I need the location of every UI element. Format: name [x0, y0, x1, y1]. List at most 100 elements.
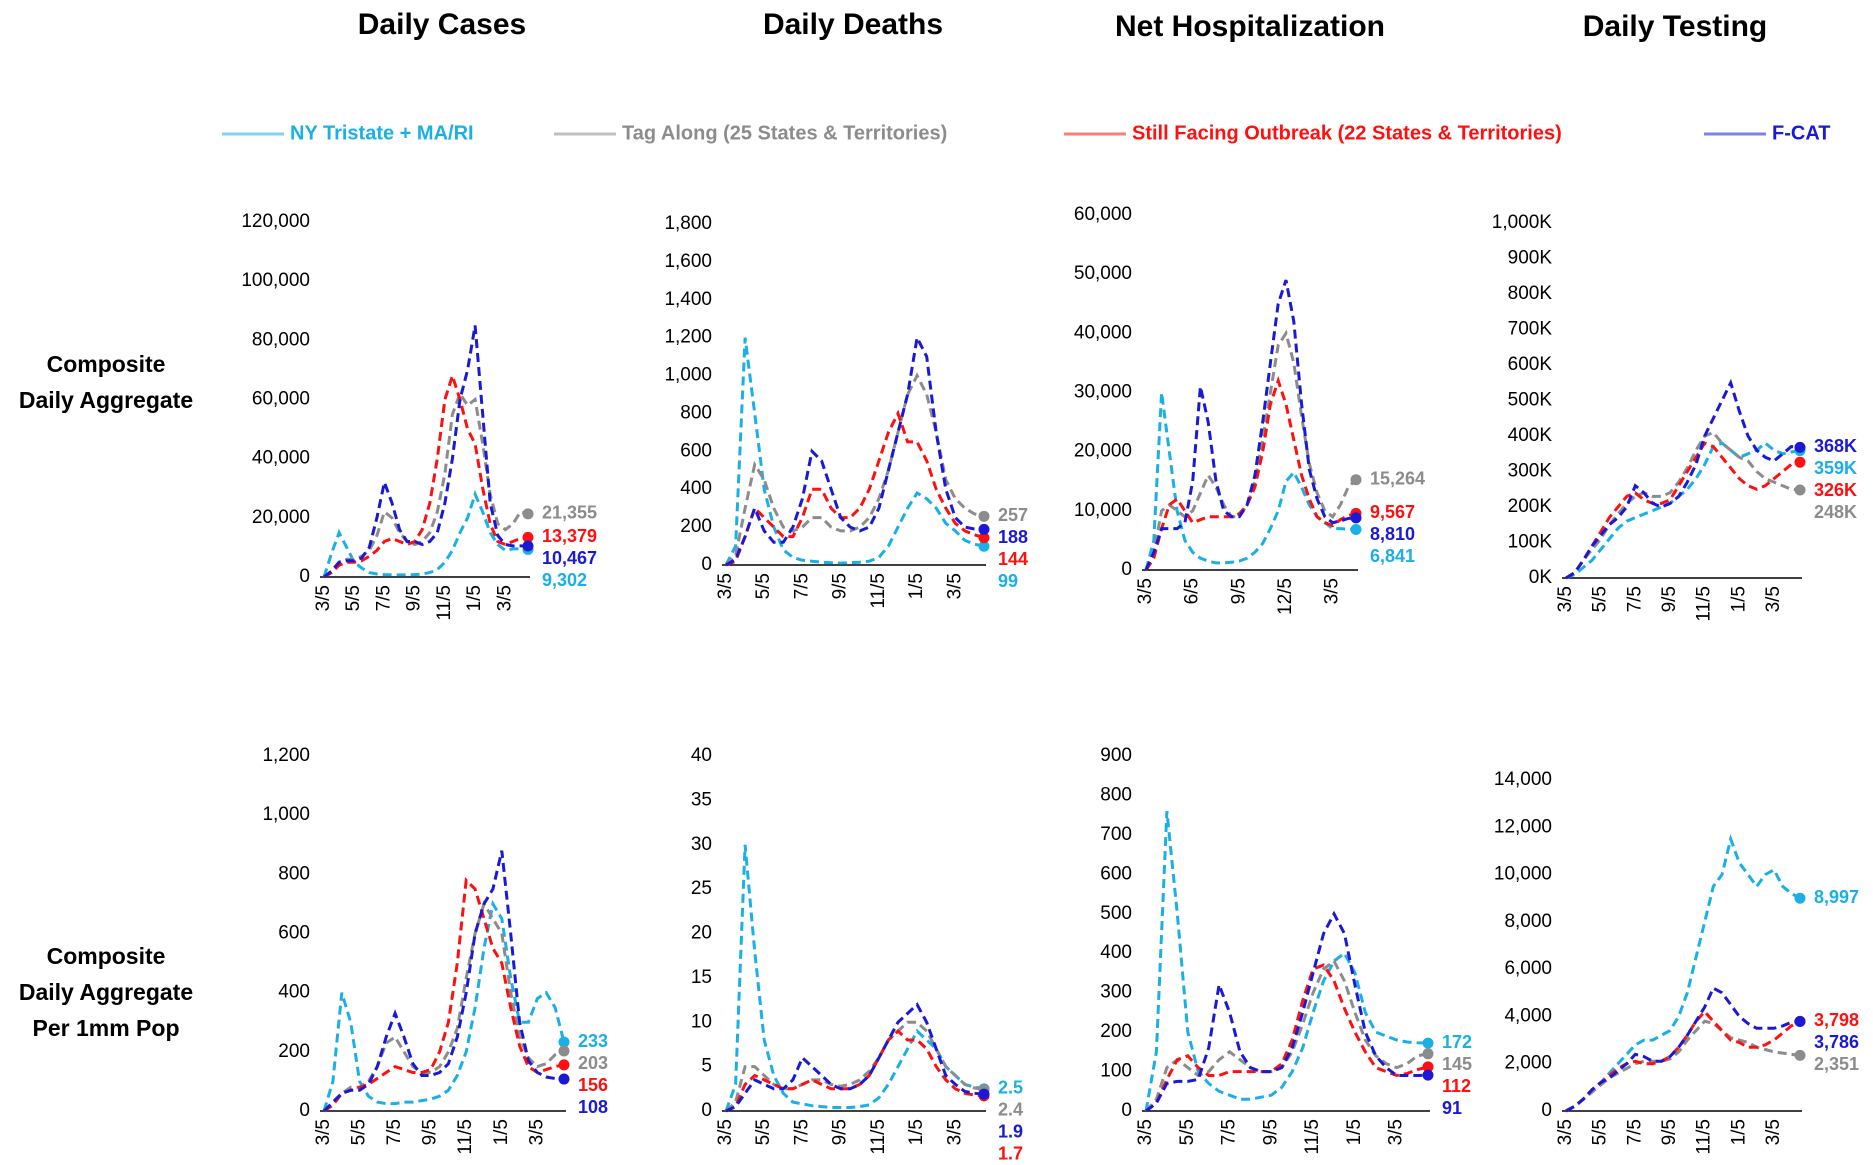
end-value-label: 145 — [1442, 1054, 1472, 1074]
series-line — [322, 899, 566, 1112]
x-tick-label: 6/5 — [1182, 578, 1203, 604]
x-tick-label: 1/5 — [906, 1119, 927, 1145]
x-tick-label: 3/5 — [1555, 1119, 1576, 1145]
x-tick-label: 3/5 — [1763, 1119, 1784, 1145]
column-title: Daily Testing — [1583, 10, 1767, 43]
y-tick-label: 40,000 — [252, 448, 310, 469]
x-tick-label: 3/5 — [526, 1119, 547, 1145]
legend-item: Still Facing Outbreak (22 States & Terri… — [1064, 122, 1562, 144]
end-value-label: 21,355 — [542, 503, 597, 523]
y-tick-label: 500 — [1100, 903, 1132, 924]
end-value-label: 13,379 — [542, 526, 597, 546]
y-tick-label: 4,000 — [1504, 1005, 1552, 1026]
x-tick-label: 7/5 — [1219, 1119, 1240, 1145]
x-tick-label: 11/5 — [434, 585, 455, 621]
end-point — [1422, 1061, 1434, 1073]
column-title: Daily Deaths — [763, 8, 943, 41]
end-value-label: 6,841 — [1370, 546, 1415, 566]
legend-item: NY Tristate + MA/RI — [222, 122, 474, 144]
x-tick-label: 1/5 — [906, 573, 927, 599]
end-point — [978, 523, 990, 535]
series-line — [1565, 986, 1801, 1113]
series-line — [1565, 441, 1801, 580]
end-value-label: 1.9 — [998, 1122, 1023, 1142]
y-tick-label: 1,200 — [262, 745, 310, 766]
x-tick-label: 11/5 — [868, 573, 889, 609]
y-tick-label: 100 — [1100, 1061, 1132, 1082]
x-tick-label: 5/5 — [1590, 586, 1611, 612]
end-point — [1794, 456, 1806, 468]
chart-panel: 0 200 400 600 800 1,000 1,200 3/5 5/5 7/5 9/5 11/5 1… — [262, 745, 608, 1155]
x-tick-label: 3/5 — [313, 1119, 334, 1145]
y-tick-label: 200 — [680, 516, 712, 537]
y-tick-label: 1,600 — [664, 251, 712, 272]
end-point — [1350, 474, 1362, 486]
y-tick-label: 8,000 — [1504, 911, 1552, 932]
x-tick-label: 7/5 — [791, 1119, 812, 1145]
end-value-label: 91 — [1442, 1098, 1462, 1118]
end-point — [1794, 441, 1806, 453]
x-tick-label: 3/5 — [715, 1119, 736, 1145]
y-tick-label: 600 — [1100, 863, 1132, 884]
y-tick-label: 800 — [1100, 784, 1132, 805]
y-tick-label: 0 — [1121, 559, 1132, 580]
y-tick-label: 120,000 — [241, 211, 310, 232]
x-tick-label: 9/5 — [1659, 586, 1680, 612]
y-tick-label: 30,000 — [1074, 382, 1132, 403]
end-point — [1794, 1015, 1806, 1027]
y-tick-label: 200K — [1508, 496, 1553, 517]
end-value-label: 99 — [998, 571, 1018, 591]
end-point — [522, 540, 534, 552]
x-tick-label: 9/5 — [830, 1119, 851, 1145]
x-tick-label: 3/5 — [313, 585, 334, 611]
x-tick-label: 3/5 — [1322, 578, 1343, 604]
y-tick-label: 0 — [1541, 1100, 1552, 1121]
y-tick-label: 30 — [691, 834, 712, 855]
end-value-label: 2.4 — [998, 1100, 1023, 1120]
end-value-label: 9,302 — [542, 570, 587, 590]
x-tick-label: 1/5 — [1344, 1119, 1365, 1145]
x-tick-label: 1/5 — [464, 585, 485, 611]
y-tick-label: 500K — [1508, 390, 1553, 411]
y-tick-label: 400K — [1508, 425, 1553, 446]
end-point — [1350, 512, 1362, 524]
end-value-label: 1.7 — [998, 1144, 1023, 1164]
x-tick-label: 1/5 — [491, 1119, 512, 1145]
row-label: Daily Aggregate — [19, 979, 193, 1005]
end-point — [522, 508, 534, 520]
x-tick-label: 3/5 — [1135, 578, 1156, 604]
end-point — [978, 532, 990, 544]
y-tick-label: 400 — [680, 478, 712, 499]
x-tick-label: 7/5 — [384, 1119, 405, 1145]
legend-label: NY Tristate + MA/RI — [290, 122, 474, 144]
y-tick-label: 2,000 — [1504, 1053, 1552, 1074]
end-point — [1794, 484, 1806, 496]
end-point — [1422, 1037, 1434, 1049]
y-tick-label: 300 — [1100, 982, 1132, 1003]
end-point — [1350, 524, 1362, 536]
y-tick-label: 10,000 — [1074, 500, 1132, 521]
column-title: Net Hospitalization — [1115, 10, 1385, 43]
series-line — [1144, 375, 1357, 571]
x-tick-label: 9/5 — [830, 573, 851, 599]
x-tick-label: 5/5 — [343, 585, 364, 611]
end-value-label: 8,997 — [1814, 887, 1859, 907]
y-tick-label: 1,800 — [664, 213, 712, 234]
x-tick-label: 5/5 — [1590, 1119, 1611, 1145]
x-tick-label: 3/5 — [1763, 586, 1784, 612]
y-tick-label: 200 — [278, 1041, 310, 1062]
y-tick-label: 400 — [1100, 942, 1132, 963]
y-tick-label: 1,200 — [664, 327, 712, 348]
end-value-label: 15,264 — [1370, 468, 1425, 488]
x-tick-label: 3/5 — [494, 585, 515, 611]
y-tick-label: 0 — [701, 554, 712, 575]
y-tick-label: 1,400 — [664, 289, 712, 310]
chart-panel: 0 2,000 4,000 6,000 8,000 10,000 12,000 14,000 3… — [1494, 769, 1859, 1155]
end-point — [978, 510, 990, 522]
end-value-label: 10,467 — [542, 548, 597, 568]
series-line — [724, 1020, 985, 1113]
end-value-label: 2.5 — [998, 1078, 1023, 1098]
series-line — [1565, 430, 1801, 580]
y-tick-label: 0 — [701, 1100, 712, 1121]
